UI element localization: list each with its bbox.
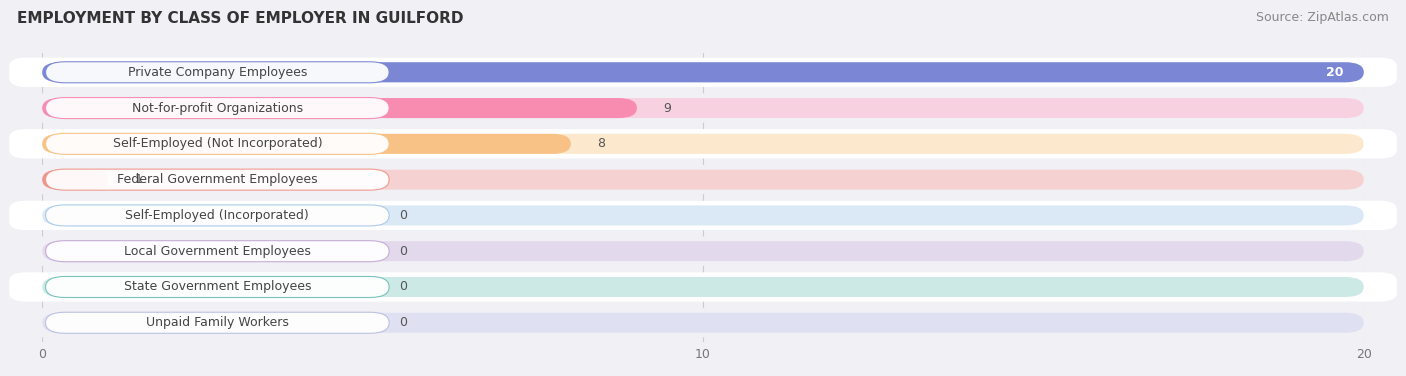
- FancyBboxPatch shape: [42, 98, 637, 118]
- Text: 1: 1: [135, 173, 142, 186]
- Text: 0: 0: [399, 280, 408, 294]
- Text: Self-Employed (Incorporated): Self-Employed (Incorporated): [125, 209, 309, 222]
- FancyBboxPatch shape: [42, 134, 571, 154]
- FancyBboxPatch shape: [42, 62, 1364, 82]
- Text: Unpaid Family Workers: Unpaid Family Workers: [146, 316, 288, 329]
- Text: Federal Government Employees: Federal Government Employees: [117, 173, 318, 186]
- FancyBboxPatch shape: [42, 170, 108, 190]
- FancyBboxPatch shape: [10, 272, 1396, 302]
- Text: 0: 0: [399, 245, 408, 258]
- FancyBboxPatch shape: [10, 93, 1396, 123]
- FancyBboxPatch shape: [45, 241, 389, 262]
- Text: Private Company Employees: Private Company Employees: [128, 66, 307, 79]
- FancyBboxPatch shape: [10, 308, 1396, 337]
- FancyBboxPatch shape: [42, 313, 1364, 333]
- FancyBboxPatch shape: [42, 98, 1364, 118]
- FancyBboxPatch shape: [10, 58, 1396, 87]
- FancyBboxPatch shape: [42, 241, 1364, 261]
- Text: Not-for-profit Organizations: Not-for-profit Organizations: [132, 102, 302, 115]
- FancyBboxPatch shape: [45, 97, 389, 118]
- FancyBboxPatch shape: [42, 62, 1364, 82]
- FancyBboxPatch shape: [45, 133, 389, 155]
- Text: Self-Employed (Not Incorporated): Self-Employed (Not Incorporated): [112, 137, 322, 150]
- Text: 8: 8: [598, 137, 605, 150]
- Text: 0: 0: [399, 316, 408, 329]
- FancyBboxPatch shape: [45, 62, 389, 83]
- FancyBboxPatch shape: [42, 205, 1364, 226]
- FancyBboxPatch shape: [10, 201, 1396, 230]
- Text: 9: 9: [664, 102, 671, 115]
- Text: 20: 20: [1326, 66, 1344, 79]
- FancyBboxPatch shape: [42, 277, 1364, 297]
- Text: 0: 0: [399, 209, 408, 222]
- Text: State Government Employees: State Government Employees: [124, 280, 311, 294]
- FancyBboxPatch shape: [10, 165, 1396, 194]
- Text: EMPLOYMENT BY CLASS OF EMPLOYER IN GUILFORD: EMPLOYMENT BY CLASS OF EMPLOYER IN GUILF…: [17, 11, 464, 26]
- FancyBboxPatch shape: [10, 129, 1396, 159]
- Text: Source: ZipAtlas.com: Source: ZipAtlas.com: [1256, 11, 1389, 24]
- FancyBboxPatch shape: [42, 170, 1364, 190]
- FancyBboxPatch shape: [45, 205, 389, 226]
- FancyBboxPatch shape: [10, 237, 1396, 266]
- FancyBboxPatch shape: [45, 276, 389, 297]
- FancyBboxPatch shape: [45, 169, 389, 190]
- FancyBboxPatch shape: [42, 134, 1364, 154]
- Text: Local Government Employees: Local Government Employees: [124, 245, 311, 258]
- FancyBboxPatch shape: [45, 312, 389, 333]
